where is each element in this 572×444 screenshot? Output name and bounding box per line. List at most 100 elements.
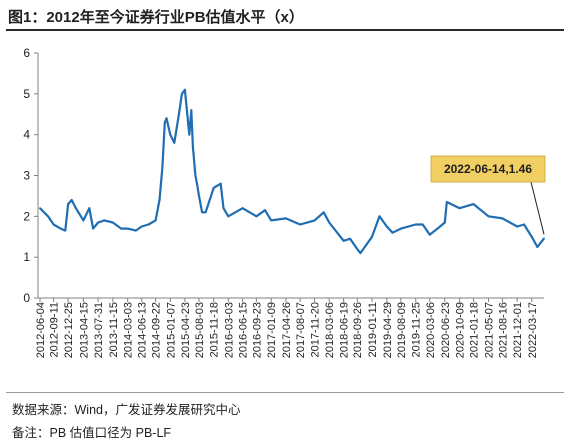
data-point	[516, 225, 519, 228]
data-point	[184, 88, 186, 91]
data-point	[487, 215, 490, 218]
data-point	[158, 199, 161, 201]
data-point	[198, 195, 200, 197]
data-point	[134, 229, 137, 232]
x-tick-label: 2012-09-11	[49, 302, 61, 357]
x-tick-label: 2017-11-20	[310, 302, 322, 357]
data-point	[439, 225, 441, 228]
data-point	[92, 227, 94, 230]
y-axis: 0 1 2 3 4 5 6	[23, 46, 39, 305]
data-point	[181, 92, 183, 95]
x-tick-label: 2015-04-23	[180, 302, 192, 358]
x-tick-label: 2022-03-17	[527, 302, 539, 358]
data-point	[501, 217, 504, 220]
data-point	[212, 186, 215, 189]
annotation-box	[430, 155, 546, 183]
footnote: 备注：PB 估值口径为 PB-LF	[12, 426, 172, 440]
x-tick-label: 2020-06-23	[440, 302, 452, 358]
data-point	[530, 235, 533, 238]
data-point	[270, 219, 273, 222]
data-point	[190, 109, 193, 112]
x-tick-label: 2021-01-18	[469, 302, 481, 358]
data-point	[82, 219, 85, 222]
data-point	[428, 233, 431, 236]
x-tick-label: 2014-06-13	[137, 302, 149, 358]
x-tick-label: 2018-06-19	[339, 302, 351, 358]
data-point	[349, 237, 351, 240]
data-point	[322, 211, 325, 214]
data-point	[264, 209, 266, 212]
x-tick-label: 2020-03-06	[425, 302, 437, 358]
chart-title: 图1：2012年至今证券行业PB估值水平（x）	[8, 9, 304, 26]
data-point	[64, 229, 67, 232]
data-point	[472, 203, 475, 206]
data-point	[59, 227, 62, 230]
data-point	[75, 207, 77, 210]
x-tick-label: 2013-07-31	[93, 302, 105, 358]
data-point	[188, 133, 191, 136]
data-point	[192, 146, 194, 148]
x-tick-label: 2014-03-03	[123, 302, 135, 358]
annotation-leader	[530, 181, 545, 235]
data-point	[204, 211, 207, 214]
data-point	[173, 141, 176, 144]
x-tick-label: 2021-12-01	[512, 302, 524, 358]
x-tick-label: 2015-11-18	[209, 302, 221, 357]
x-tick-label: 2016-09-23	[251, 302, 263, 358]
data-point	[241, 207, 244, 210]
y-tick-label: 2	[23, 209, 30, 223]
data-point	[414, 223, 417, 226]
x-tick-label: 2021-08-16	[497, 302, 509, 358]
data-point	[356, 248, 359, 250]
data-point	[178, 113, 180, 116]
x-tick-label: 2019-11-25	[411, 302, 423, 357]
data-point	[222, 207, 225, 210]
data-point	[126, 227, 129, 230]
x-tick-label: 2017-08-07	[295, 302, 307, 358]
x-tick-label: 2018-03-06	[324, 302, 336, 358]
y-tick-label: 0	[23, 291, 30, 305]
data-point	[201, 211, 204, 214]
y-tick-label: 3	[23, 169, 30, 183]
data-point	[97, 221, 99, 224]
x-tick-label: 2016-03-03	[223, 302, 235, 358]
data-point	[208, 199, 211, 201]
data-point	[88, 207, 91, 210]
data-point	[154, 219, 157, 222]
data-point	[67, 203, 69, 206]
x-tick-label: 2015-08-03	[194, 302, 206, 358]
data-point	[140, 225, 143, 228]
data-point	[194, 174, 197, 177]
data-point	[385, 225, 388, 228]
data-point	[103, 219, 106, 222]
data-point	[227, 215, 230, 218]
x-tick-label: 2017-01-09	[266, 302, 278, 358]
x-tick-label: 2019-01-11	[367, 302, 379, 357]
data-point	[163, 121, 166, 124]
x-tick-label: 2020-10-09	[455, 302, 467, 358]
data-point	[299, 223, 301, 226]
x-tick-label: 2016-06-15	[238, 302, 250, 358]
data-point	[285, 217, 287, 220]
data-point	[328, 221, 331, 224]
data-point	[400, 227, 402, 230]
x-tick-label: 2017-04-26	[281, 302, 293, 358]
data-point	[111, 221, 114, 224]
data-point	[342, 239, 345, 242]
source-note: 数据来源：Wind，广发证券发展研究中心	[12, 403, 241, 417]
data-point	[391, 231, 394, 234]
data-point	[165, 117, 168, 120]
x-tick-label: 2015-01-07	[165, 302, 177, 358]
data-point	[543, 237, 545, 240]
y-tick-label: 1	[23, 250, 30, 264]
data-point	[169, 133, 172, 136]
data-point	[378, 215, 381, 218]
data-point	[371, 235, 373, 238]
data-point	[458, 207, 461, 210]
data-point	[70, 199, 73, 201]
data-point	[147, 223, 150, 226]
plot-area	[39, 88, 545, 255]
data-point	[445, 201, 448, 203]
data-point	[161, 166, 164, 169]
